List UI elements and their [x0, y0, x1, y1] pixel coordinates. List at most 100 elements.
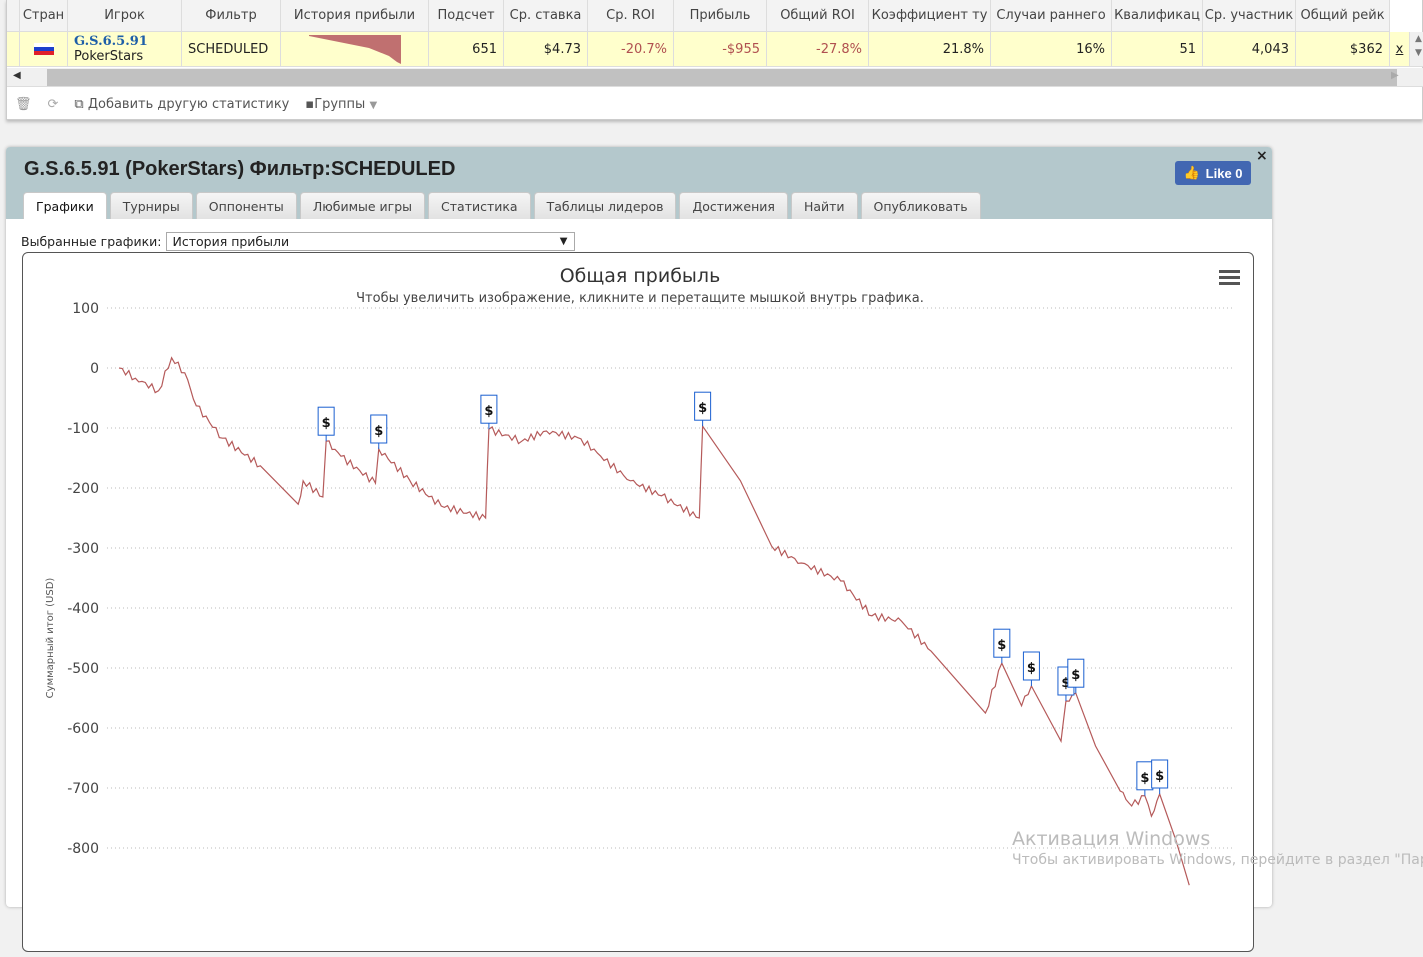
avg-stake-cell: $4.73 [504, 32, 588, 66]
col-player[interactable]: Игрок [68, 0, 182, 31]
count-cell: 651 [429, 32, 504, 66]
player-panel: G.S.6.5.91 (PokerStars) Фильтр:SCHEDULED… [6, 147, 1272, 952]
scrollbar-thumb[interactable] [47, 69, 1397, 86]
cashout-marker[interactable] [1022, 651, 1040, 681]
dollar-icon: $ [1027, 661, 1036, 676]
player-link[interactable]: G.S.6.5.91 [74, 34, 148, 49]
total-rake-cell: $362 [1296, 32, 1390, 66]
like-label: Like 0 [1205, 165, 1243, 181]
cashout-marker[interactable] [1067, 658, 1085, 688]
col-early[interactable]: Случаи раннего [991, 0, 1112, 31]
col-profit[interactable]: Прибыль [674, 0, 767, 31]
trash-icon[interactable]: 🗑 [15, 96, 32, 112]
dollar-icon: $ [484, 404, 493, 419]
col-country[interactable]: Стран [20, 0, 68, 31]
y-tick-label: -400 [67, 601, 99, 617]
col-qual[interactable]: Квалификац [1112, 0, 1203, 31]
grid-header: Стран Игрок Фильтр История прибыли Подсч… [7, 0, 1390, 32]
y-tick-label: -200 [67, 481, 99, 497]
tab-8[interactable]: Опубликовать [860, 192, 981, 219]
col-avg-roi[interactable]: Ср. ROI [588, 0, 674, 31]
remove-row-button[interactable]: x [1390, 32, 1410, 66]
avg-entrants-cell: 4,043 [1203, 32, 1296, 66]
horizontal-scrollbar[interactable]: ◀ ▶ [7, 68, 1423, 87]
cashout-marker[interactable] [694, 391, 712, 421]
col-total-rake[interactable]: Общий рейк [1296, 0, 1390, 31]
y-tick-label: -700 [67, 781, 99, 797]
early-cell: 16% [991, 32, 1112, 66]
qual-cell: 51 [1112, 32, 1203, 66]
watermark-title: Активация Windows [1012, 828, 1211, 850]
dollar-icon: $ [322, 416, 331, 431]
col-avg-stake[interactable]: Ср. ставка [504, 0, 588, 31]
select-label: Выбранные графики: [21, 234, 162, 249]
col-filter[interactable]: Фильтр [182, 0, 281, 31]
col-total-roi[interactable]: Общий ROI [767, 0, 869, 31]
table-row[interactable]: G.S.6.5.91 PokerStars SCHEDULED 651 $4.7… [7, 32, 1423, 67]
stats-grid: Стран Игрок Фильтр История прибыли Подсч… [6, 0, 1423, 120]
caret-down-icon: ▼ [369, 99, 378, 111]
cashout-marker[interactable] [370, 414, 388, 444]
col-profit-history[interactable]: История прибыли [281, 0, 429, 31]
like-button[interactable]: 👍 Like 0 [1175, 161, 1251, 185]
tab-7[interactable]: Найти [790, 192, 858, 219]
watermark-text: Чтобы активировать Windows, перейдите в … [1012, 852, 1423, 868]
chart-container[interactable]: Общая прибыль Чтобы увеличить изображени… [22, 252, 1254, 952]
avg-roi-cell: -20.7% [588, 32, 674, 66]
player-site: PokerStars [74, 49, 144, 64]
menu-icon[interactable] [1219, 270, 1240, 285]
col-count[interactable]: Подсчет [429, 0, 504, 31]
groups-label: Группы [314, 96, 366, 112]
tab-bar: Графики Турниры Оппоненты Любимые игры Стати… [23, 192, 981, 219]
cashout-marker[interactable] [317, 406, 335, 436]
tab-4[interactable]: Статистика [428, 192, 531, 219]
scroll-right-icon[interactable]: ▶ [1391, 70, 1399, 81]
dropdown-arrow-icon: ▼ [559, 236, 568, 247]
select-value: История прибыли [172, 234, 290, 249]
thumbs-up-icon: 👍 [1183, 165, 1200, 180]
coef-cell: 21.8% [869, 32, 991, 66]
col-avg-entrants[interactable]: Ср. участник [1203, 0, 1296, 31]
filter-cell: SCHEDULED [182, 32, 281, 66]
col-coef[interactable]: Коэффициент ту [869, 0, 991, 31]
cashout-marker[interactable] [993, 628, 1011, 658]
dollar-icon: $ [698, 401, 707, 416]
vertical-scrollbar[interactable]: ▲ ▼ [1410, 32, 1423, 66]
panel-title: G.S.6.5.91 (PokerStars) Фильтр:SCHEDULED [24, 158, 456, 180]
tab-2[interactable]: Оппоненты [195, 192, 297, 219]
chart-select[interactable]: История прибыли ▼ [165, 232, 575, 251]
tab-0[interactable]: Графики [23, 192, 107, 219]
dollar-icon: $ [1155, 769, 1164, 784]
dollar-icon: $ [997, 638, 1006, 653]
dollar-icon: $ [1071, 668, 1080, 683]
y-axis-label: Суммарный итог (USD) [45, 578, 56, 699]
dollar-icon: $ [374, 424, 383, 439]
refresh-icon[interactable]: ⟳ [47, 96, 59, 112]
cashout-marker[interactable] [1151, 759, 1169, 789]
y-tick-label: -800 [67, 841, 99, 857]
tab-6[interactable]: Достижения [679, 192, 788, 219]
cashout-marker[interactable] [480, 394, 498, 424]
close-button[interactable]: × [1256, 148, 1268, 164]
dollar-icon: $ [1061, 676, 1070, 691]
scroll-left-icon[interactable]: ◀ [13, 70, 21, 81]
y-tick-label: 100 [72, 301, 99, 317]
y-tick-label: -300 [67, 541, 99, 557]
profit-series-line [118, 356, 1190, 886]
tab-3[interactable]: Любимые игры [299, 192, 426, 219]
add-stat-button[interactable]: ⧉ Добавить другую статистику [74, 97, 289, 112]
tab-5[interactable]: Таблицы лидеров [533, 192, 677, 219]
y-tick-label: -500 [67, 661, 99, 677]
profit-cell: -$955 [674, 32, 767, 66]
chart-subtitle: Чтобы увеличить изображение, кликните и … [356, 291, 924, 306]
flag-russia-icon [20, 32, 68, 66]
y-tick-label: -100 [67, 421, 99, 437]
y-tick-label: -600 [67, 721, 99, 737]
groups-button[interactable]: ▪Группы ▼ [305, 97, 377, 112]
add-icon: ⧉ [74, 96, 88, 112]
y-tick-label: 0 [90, 361, 99, 377]
profit-chart[interactable]: Общая прибыль Чтобы увеличить изображени… [23, 253, 1255, 953]
total-roi-cell: -27.8% [767, 32, 869, 66]
tab-1[interactable]: Турниры [109, 192, 193, 219]
profit-sparkline [281, 32, 429, 66]
